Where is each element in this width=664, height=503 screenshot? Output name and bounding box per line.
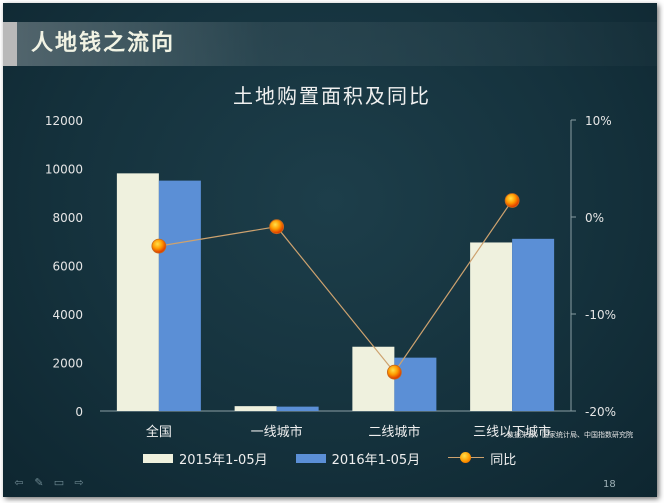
yoy-marker [504,193,520,208]
legend-label-2016: 2016年1-05月 [331,452,421,468]
legend-swatch-2015 [143,453,173,463]
header-accent [3,22,17,66]
legend-swatch-2016 [295,453,326,463]
screen-icon[interactable]: ▭ [53,476,65,489]
y-right-tick-label: 10% [585,114,612,128]
nav-icons: ⇦ ✎ ▭ ⇨ [13,476,85,489]
yoy-line [158,200,513,374]
page-number: 18 [603,479,616,490]
chart: 土地购置面积及同比 0 2000 4000 6000 8000 10000 12000 -20… [45,84,616,440]
bar-2015 [234,406,277,411]
bar-2015 [352,346,395,411]
y-left-tick-label: 10000 [45,163,83,177]
arrow-left-icon[interactable]: ⇦ [14,476,24,489]
bar-2016 [394,357,437,411]
chart-title: 土地购置面积及同比 [233,84,431,108]
legend-item-yoy: 同比 [448,449,516,468]
yoy-marker [386,364,402,380]
bar-2015 [116,173,159,411]
bar-2016 [276,406,319,411]
y-left-tick-label: 6000 [52,260,83,274]
bar-2016 [512,238,555,411]
x-category-label: 二线城市 [368,424,420,440]
legend-label-2015: 2015年1-05月 [179,452,268,468]
slide: 人地钱之流向 土地购置面积及同比 0 2000 4000 6000 8000 10000 1… [3,3,657,497]
header-bar [3,22,657,66]
y-left-tick-label: 2000 [52,357,83,371]
pencil-icon[interactable]: ✎ [34,476,44,489]
bar-2016 [158,180,201,411]
y-left-tick-label: 4000 [52,308,83,322]
y-left-tick-label: 12000 [45,114,83,128]
source-note: 数据来源：国家统计局、中国指数研究院 [507,431,633,439]
yoy-marker [269,219,285,235]
y-right-tick-label: -10% [585,308,616,322]
bar-2015 [470,242,513,411]
header-title: 人地钱之流向 [31,31,176,56]
x-category-label: 全国 [146,424,172,440]
arrow-right-icon[interactable]: ⇨ [74,476,84,489]
legend-swatch-yoy [448,452,485,464]
yoy-marker [151,238,167,254]
x-category-label: 一线城市 [251,424,303,440]
y-left-tick-label: 8000 [52,211,83,225]
legend-item-2015: 2015年1-05月 [143,449,268,468]
legend: 2015年1-05月 2016年1-05月 同比 [143,448,544,468]
legend-label-yoy: 同比 [490,452,517,468]
legend-item-2016: 2016年1-05月 [295,449,421,468]
x-category-label: 三线以下城市 [473,424,551,440]
y-right-tick-label: -20% [585,405,616,419]
y-right-tick-label: 0% [585,211,604,225]
y-left-tick-label: 0 [75,405,83,419]
